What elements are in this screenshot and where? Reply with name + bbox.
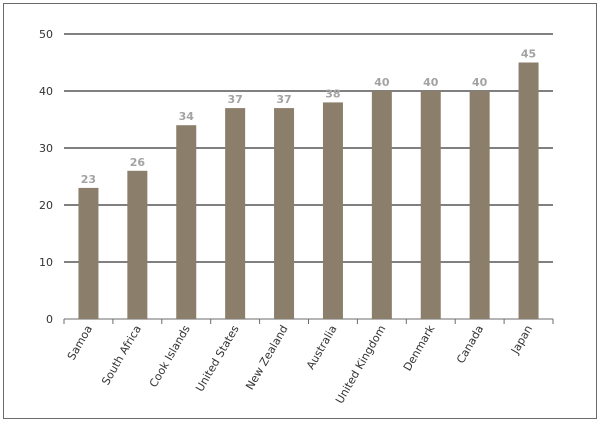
- y-tick-label: 30: [39, 142, 53, 155]
- bar: [176, 125, 197, 319]
- category-label: Canada: [454, 323, 486, 366]
- category-label: Japan: [508, 323, 535, 357]
- bar: [127, 170, 148, 319]
- chart-frame: [3, 3, 597, 419]
- category-label: Australia: [304, 323, 340, 372]
- bar: [322, 102, 343, 320]
- data-label: 40: [472, 76, 488, 89]
- data-label: 34: [179, 110, 195, 123]
- bars: [78, 62, 539, 320]
- y-tick-label: 10: [39, 256, 53, 269]
- data-label: 38: [325, 87, 340, 100]
- category-label: Samoa: [65, 323, 95, 362]
- bar: [371, 91, 392, 319]
- category-label: United Kingdom: [333, 323, 388, 406]
- data-label: 37: [276, 93, 291, 106]
- data-labels: 23 26 34 37 37 38 40 40 40 45: [81, 48, 536, 186]
- data-label: 45: [521, 48, 536, 61]
- bar: [78, 187, 99, 319]
- data-label: 23: [81, 173, 96, 186]
- category-label: United States: [193, 323, 242, 394]
- y-tick-label: 20: [39, 199, 53, 212]
- category-label: Cook Islands: [147, 323, 193, 390]
- category-label: Denmark: [401, 322, 438, 373]
- bar: [469, 91, 490, 319]
- category-label: South Africa: [99, 323, 144, 387]
- bar: [420, 91, 441, 319]
- data-label: 40: [374, 76, 390, 89]
- category-label: New Zealand: [243, 323, 290, 392]
- y-tick-label: 50: [39, 28, 53, 41]
- data-label: 37: [227, 93, 242, 106]
- y-tick-label: 0: [46, 313, 53, 326]
- bar: [274, 108, 295, 319]
- category-labels: Samoa South Africa Cook Islands United Stat…: [65, 322, 535, 406]
- data-label: 26: [130, 156, 146, 169]
- bar: [225, 108, 246, 319]
- bar: [518, 62, 539, 319]
- data-label: 40: [423, 76, 439, 89]
- x-axis: [63, 318, 554, 324]
- y-tick-label: 40: [39, 85, 53, 98]
- y-axis: 0 10 20 30 40 50: [39, 28, 53, 326]
